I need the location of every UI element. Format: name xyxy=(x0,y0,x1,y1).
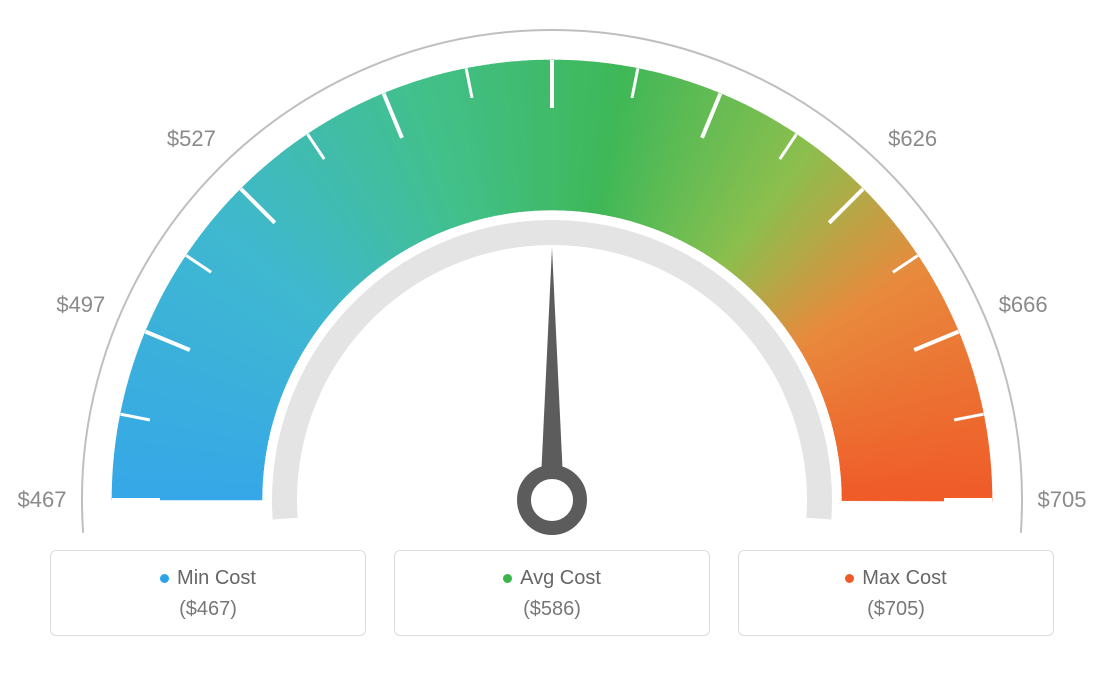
avg-cost-label: Avg Cost xyxy=(520,567,601,590)
gauge-chart: $467 $497 $527 $586 $626 $666 $705 xyxy=(0,0,1104,560)
gauge-tick-label: $626 xyxy=(888,126,937,152)
gauge-tick-label: $705 xyxy=(1038,487,1087,513)
avg-cost-card: Avg Cost ($586) xyxy=(394,550,710,636)
gauge-svg xyxy=(0,0,1104,560)
gauge-tick-label: $527 xyxy=(167,126,216,152)
min-cost-title: Min Cost xyxy=(160,567,256,590)
max-cost-card: Max Cost ($705) xyxy=(738,550,1054,636)
gauge-tick-label: $497 xyxy=(56,292,105,318)
gauge-tick-label: $586 xyxy=(528,0,577,3)
max-cost-label: Max Cost xyxy=(862,567,946,590)
max-dot-icon xyxy=(845,574,854,583)
min-cost-card: Min Cost ($467) xyxy=(50,550,366,636)
min-dot-icon xyxy=(160,574,169,583)
min-cost-label: Min Cost xyxy=(177,567,256,590)
gauge-tick-label: $666 xyxy=(999,292,1048,318)
avg-dot-icon xyxy=(503,574,512,583)
avg-cost-title: Avg Cost xyxy=(503,567,601,590)
summary-cards: Min Cost ($467) Avg Cost ($586) Max Cost… xyxy=(0,550,1104,636)
max-cost-value: ($705) xyxy=(749,598,1043,621)
min-cost-value: ($467) xyxy=(61,598,355,621)
max-cost-title: Max Cost xyxy=(845,567,946,590)
avg-cost-value: ($586) xyxy=(405,598,699,621)
gauge-tick-label: $467 xyxy=(18,487,67,513)
